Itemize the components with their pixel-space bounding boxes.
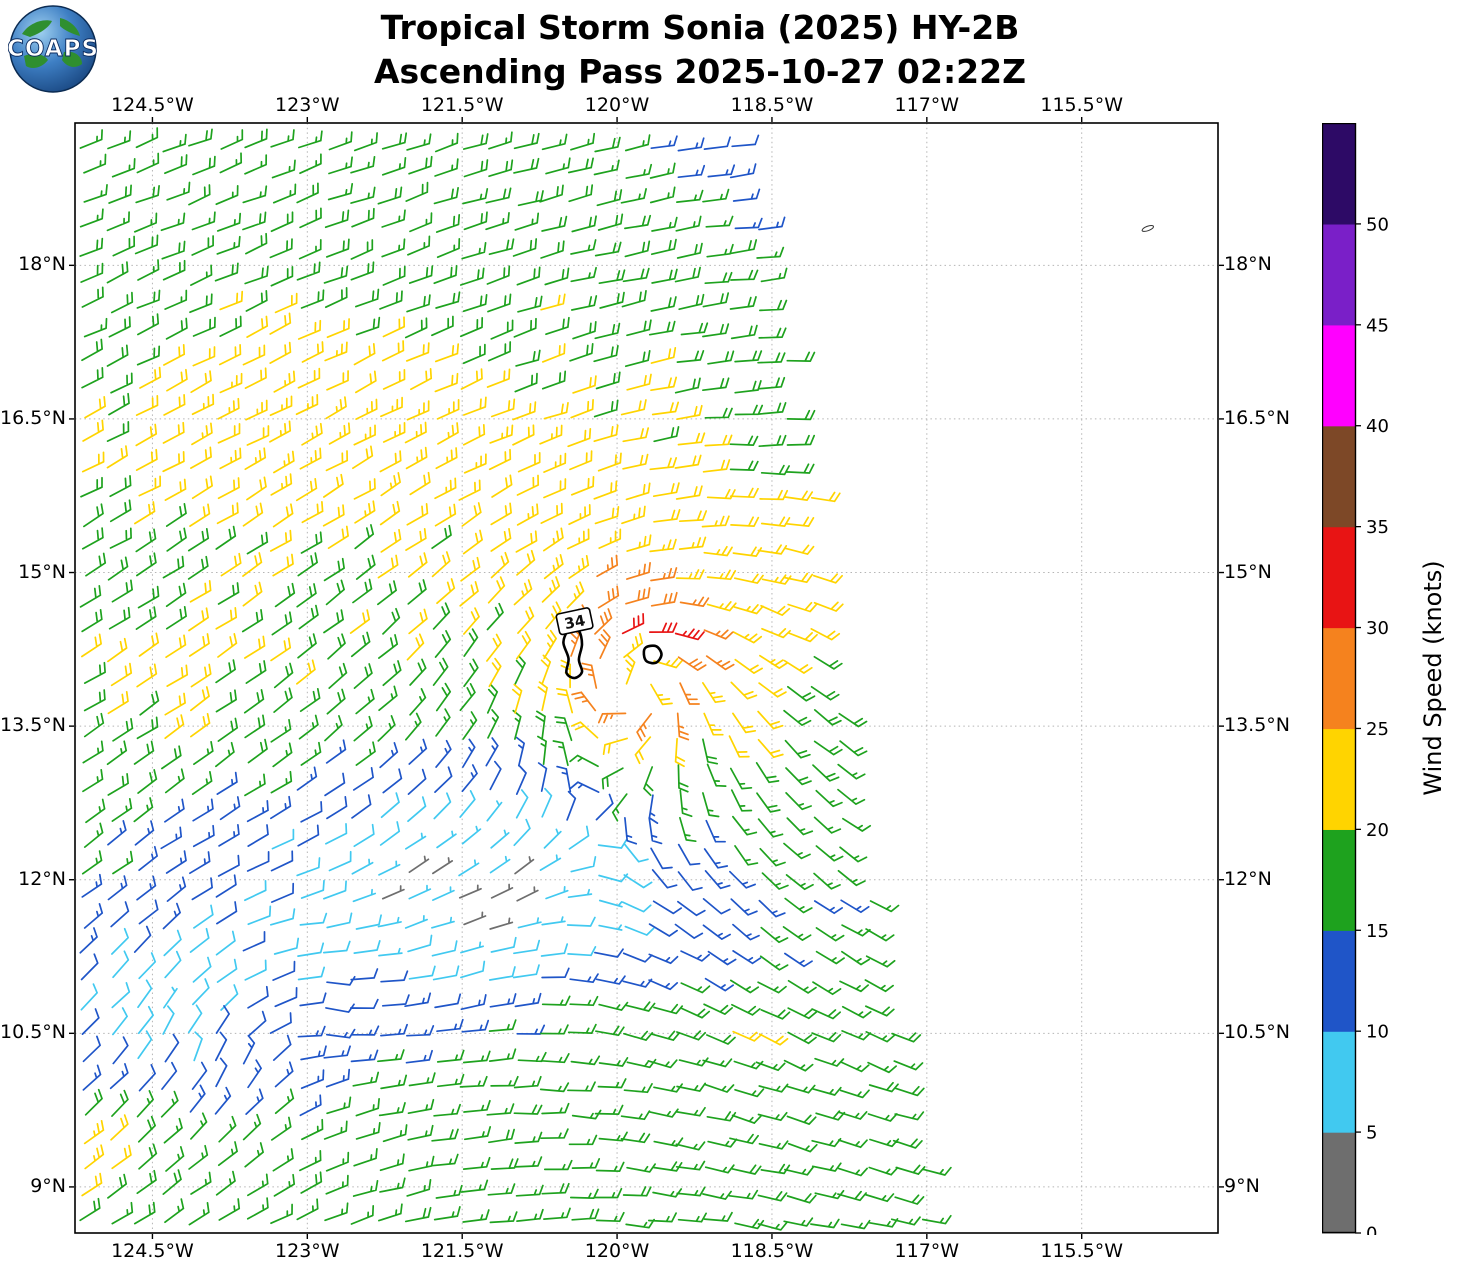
lat-tick-label-right: 9°N [1224,1174,1260,1197]
lat-tick-label-left: 15°N [18,560,66,583]
wind-barb-color-group [80,787,655,1062]
colorbar-tick-label: 5 [1366,1123,1377,1144]
lon-tick-label-top: 120°W [584,94,650,116]
colorbar-tick-label: 50 [1366,214,1389,235]
colorbar-tick-label: 25 [1366,719,1389,740]
colorbar-segment [1322,425,1355,528]
lat-tick-label-left: 9°N [30,1174,66,1197]
lon-tick-label-bottom: 115.5°W [1040,1240,1124,1262]
lon-tick-label-top: 121.5°W [420,94,504,116]
svg-text:34: 34 [563,611,587,633]
lat-tick-label-left: 16.5°N [0,406,67,429]
wind-barb-color-group [381,855,539,930]
lat-tick-label-left: 12°N [18,867,66,890]
lon-tick-label-top: 123°W [275,94,340,116]
colorbar-tick-label: 0 [1366,1224,1377,1236]
lon-tick-label-top: 124.5°W [111,94,194,116]
lon-tick-label-bottom: 118.5°W [730,1240,814,1262]
colorbar-tick-label: 20 [1366,820,1389,841]
colorbar-segment [1322,728,1355,830]
wind-barb-plot: 34 [69,117,1224,1239]
lat-tick-label-left: 13.5°N [0,714,67,737]
colorbar: 0 5 10 15 20 25 30 35 40 45 50 [1322,123,1389,1236]
globe-icon [9,5,97,93]
colorbar-segment [1322,324,1355,427]
lon-tick-label-top: 115.5°W [1040,94,1124,116]
lon-tick-label-bottom: 124.5°W [111,1240,194,1262]
colorbar-segment [1322,930,1355,1032]
lon-tick-label-bottom: 120°W [584,1240,650,1262]
colorbar-segment [1322,829,1355,931]
colorbar-segment [1322,1031,1355,1133]
wind-barb-color-group [569,554,735,742]
contour-34kt-loop [642,644,663,665]
contour-34kt-loop [562,626,584,680]
wind-barb-color-group [79,127,952,1231]
wind-barbs-layer [79,127,952,1231]
lat-tick-label-left: 18°N [18,253,66,276]
contour-label-34: 34 [555,607,594,636]
lat-tick-label-left: 10.5°N [0,1021,67,1044]
stray-contour-mark [1141,225,1154,232]
chart-title-line2: Ascending Pass 2025-10-27 02:22Z [373,51,1027,91]
lat-tick-label-right: 18°N [1224,253,1272,276]
colorbar-segment [1322,1132,1355,1234]
lat-tick-label-right: 16.5°N [1224,406,1291,429]
lon-tick-label-top: 118.5°W [730,94,814,116]
lat-tick-label-right: 13.5°N [1224,714,1291,737]
grid-lines [75,123,1218,1233]
colorbar-segment [1322,123,1355,225]
colorbar-label: Wind Speed (knots) [1419,560,1447,796]
lat-tick-label-right: 10.5°N [1224,1021,1291,1044]
wind-barb-color-group [79,134,870,1117]
coaps-logo-text: COAPS [8,36,98,62]
axis-ticks [69,117,1224,1239]
coaps-logo: COAPS [8,5,98,93]
colorbar-tick-label: 35 [1366,517,1389,538]
lon-tick-label-bottom: 121.5°W [420,1240,504,1262]
lon-tick-label-bottom: 117°W [894,1240,960,1262]
wind-contours: 34 [555,225,1154,680]
colorbar-segment [1322,526,1355,629]
lon-tick-label-bottom: 123°W [275,1240,340,1262]
colorbar-segment [1322,627,1355,730]
colorbar-tick-label: 15 [1366,921,1389,942]
lat-tick-label-right: 15°N [1224,560,1272,583]
chart-title-line1: Tropical Storm Sonia (2025) HY-2B [380,8,1020,47]
chart-title: Tropical Storm Sonia (2025) HY-2B Ascend… [0,6,1400,93]
colorbar-tick-label: 45 [1366,315,1389,336]
colorbar-tick-label: 10 [1366,1022,1389,1043]
lat-tick-label-right: 12°N [1224,867,1272,890]
wind-barb-color-group [621,612,705,641]
colorbar-tick-label: 30 [1366,618,1389,639]
colorbar-tick-label: 40 [1366,416,1389,437]
colorbar-segment [1322,223,1355,326]
plot-frame [74,122,1219,1234]
lon-tick-label-top: 117°W [894,94,960,116]
